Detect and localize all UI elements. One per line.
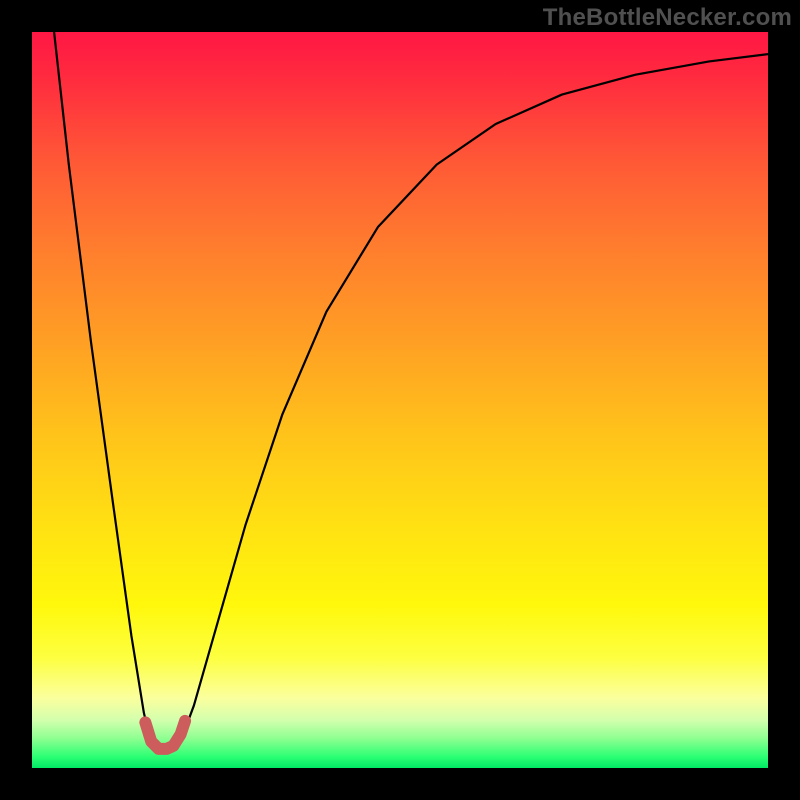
- watermark-label: TheBottleNecker.com: [543, 4, 792, 32]
- plot-area: [32, 32, 768, 768]
- chart-frame: TheBottleNecker.com: [0, 0, 800, 800]
- chart-svg: [32, 32, 768, 768]
- gradient-background: [32, 32, 768, 768]
